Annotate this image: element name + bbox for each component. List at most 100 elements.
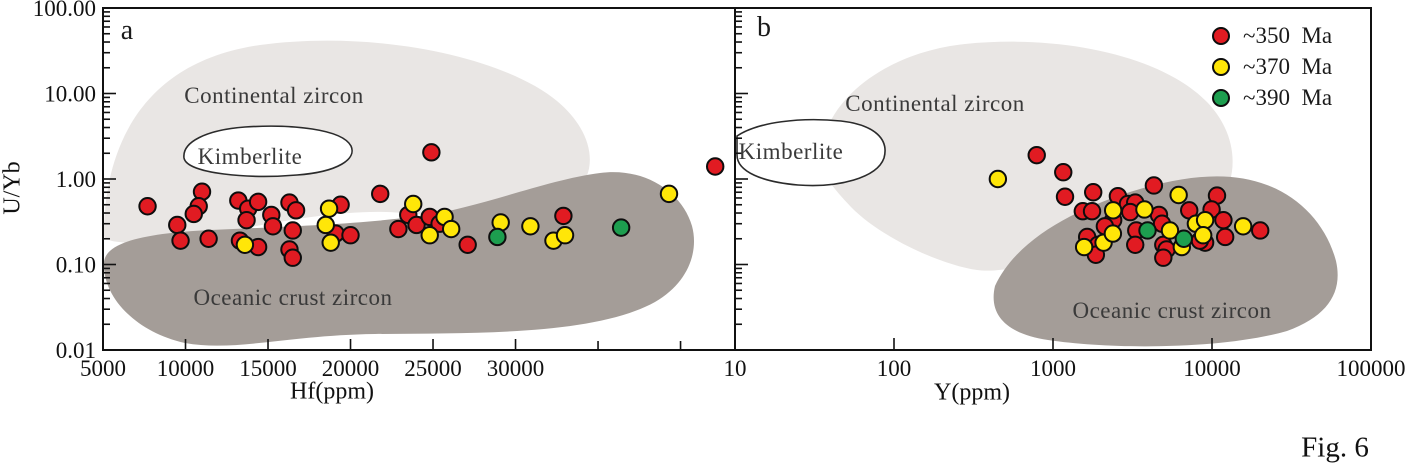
- data-point: [283, 248, 302, 267]
- data-point: [1195, 210, 1215, 230]
- legend-marker-390ma: [1212, 88, 1230, 107]
- data-point: [1251, 221, 1270, 240]
- data-point: [441, 219, 461, 239]
- data-point: [1215, 227, 1235, 247]
- data-point: [488, 227, 507, 247]
- data-point: [1126, 235, 1145, 254]
- data-point: [555, 226, 575, 245]
- data-point: [1082, 202, 1102, 221]
- data-point: [404, 194, 423, 214]
- y-tick-label: 100.00: [33, 0, 96, 21]
- legend-label-350ma: ~350 Ma: [1243, 22, 1333, 48]
- data-point: [1160, 221, 1180, 240]
- oceanic-crust-zircon-field-a: [103, 172, 695, 346]
- legend-item-350ma: ~350 Ma: [1212, 20, 1332, 51]
- x-tick-label: 30000: [487, 356, 545, 381]
- data-point: [1169, 185, 1188, 205]
- region-label-kimberlite-b: Kimberlite: [738, 139, 844, 164]
- data-point: [1027, 145, 1046, 165]
- data-point: [1055, 187, 1075, 206]
- data-point: [319, 199, 339, 218]
- legend-label-370ma: ~370 Ma: [1243, 53, 1333, 79]
- x-tick-label: 20000: [322, 356, 380, 381]
- x-tick-label: 15000: [239, 356, 297, 381]
- panel-a-fields: [103, 40, 695, 346]
- y-tick-label: 10.00: [44, 82, 96, 107]
- data-point: [316, 215, 335, 235]
- legend: ~350 Ma ~370 Ma ~390 Ma: [1212, 20, 1332, 113]
- region-label-continental-zircon-b: Continental zircon: [845, 91, 1025, 116]
- y-tick-label: 1.00: [56, 167, 96, 192]
- legend-item-390ma: ~390 Ma: [1212, 82, 1332, 113]
- kimberlite-field-a: [183, 125, 353, 178]
- data-point: [283, 221, 302, 240]
- data-point: [705, 157, 725, 176]
- data-point: [1154, 248, 1173, 267]
- x-tick-label: 5000: [80, 356, 126, 381]
- figure-caption: Fig. 6: [1301, 431, 1369, 464]
- x-axis-title-hf: Hf(ppm): [290, 378, 374, 405]
- kimberlite-field-b: [736, 118, 886, 187]
- region-label-oceanic-crust-zircon-a: Oceanic crust zircon: [193, 285, 393, 310]
- legend-marker-350ma: [1212, 26, 1230, 45]
- legend-item-370ma: ~370 Ma: [1212, 51, 1332, 82]
- data-point: [420, 226, 439, 245]
- data-point: [199, 229, 218, 248]
- data-point: [184, 204, 203, 224]
- data-point: [1214, 210, 1233, 230]
- panel-b-points: [988, 145, 1270, 267]
- tick-marks: [103, 11, 1213, 351]
- region-label-continental-zircon-a: Continental zircon: [184, 83, 364, 108]
- data-point: [1138, 221, 1157, 240]
- data-point: [263, 217, 283, 236]
- region-label-oceanic-crust-zircon-b: Oceanic crust zircon: [1072, 298, 1272, 323]
- data-point: [1233, 217, 1253, 236]
- data-point: [1144, 176, 1164, 195]
- data-point: [248, 192, 268, 212]
- x-tick-label: 10: [724, 356, 747, 381]
- data-point: [371, 184, 390, 204]
- data-point: [237, 210, 256, 230]
- data-point: [171, 231, 190, 250]
- data-point: [341, 226, 360, 245]
- data-point: [1174, 229, 1194, 248]
- legend-marker-370ma: [1212, 57, 1230, 76]
- data-point: [1193, 226, 1213, 245]
- region-label-kimberlite-a: Kimberlite: [197, 144, 303, 169]
- y-axis-title: U/Yb: [0, 161, 26, 215]
- y-tick-label: 0.01: [56, 338, 96, 363]
- panel-b-letter: b: [757, 12, 771, 43]
- data-point: [1054, 163, 1073, 182]
- data-point: [611, 218, 631, 237]
- x-tick-label: 10000: [157, 356, 215, 381]
- data-point: [1074, 237, 1094, 257]
- data-point: [988, 169, 1008, 189]
- legend-label-390ma: ~390 Ma: [1243, 84, 1333, 110]
- data-point: [659, 184, 679, 204]
- data-point: [389, 219, 408, 239]
- data-point: [521, 217, 540, 236]
- data-point: [168, 215, 187, 235]
- x-axis-title-y: Y(ppm): [934, 379, 1010, 406]
- x-tick-label: 10000: [1183, 356, 1241, 381]
- data-point: [407, 215, 426, 235]
- data-point: [321, 233, 340, 252]
- panel-a-points: [138, 143, 725, 267]
- x-tick-label: 100000: [1337, 356, 1406, 381]
- data-point: [1103, 224, 1123, 243]
- data-point: [554, 206, 573, 226]
- data-point: [138, 197, 157, 216]
- panel-a-letter: a: [120, 15, 134, 46]
- x-tick-label: 100: [877, 356, 912, 381]
- x-tick-label: 25000: [404, 356, 462, 381]
- data-point: [1103, 201, 1123, 220]
- data-point: [235, 235, 255, 254]
- data-point: [422, 143, 441, 162]
- x-tick-label: 1000: [1030, 356, 1076, 381]
- data-point: [286, 201, 306, 220]
- data-point: [1084, 183, 1103, 202]
- data-point: [1135, 200, 1154, 219]
